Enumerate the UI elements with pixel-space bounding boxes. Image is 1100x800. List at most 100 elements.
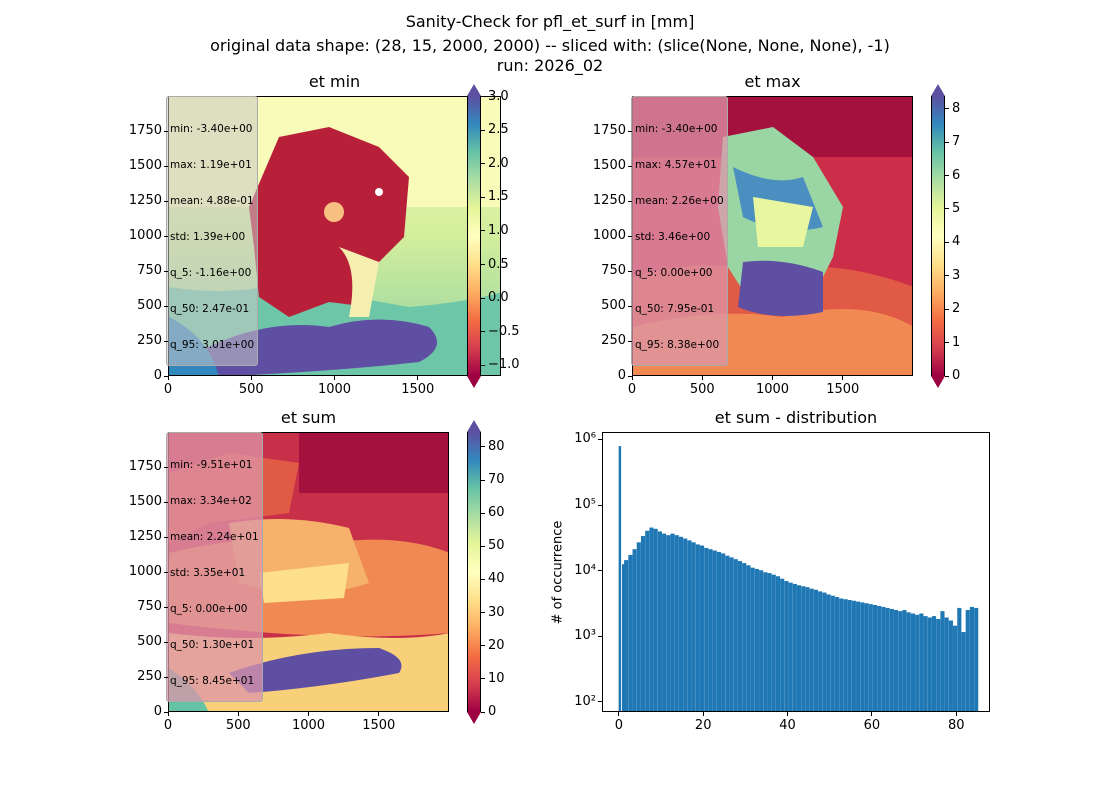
y-tick-label: 250 bbox=[601, 333, 626, 348]
y-tick-label: 750 bbox=[137, 263, 162, 278]
histogram-bar bbox=[813, 589, 819, 711]
stat-line: min: -3.40e+00 bbox=[170, 123, 253, 135]
colorbar-tick-mark bbox=[481, 578, 485, 580]
y-tick-mark bbox=[164, 606, 168, 608]
y-tick-mark bbox=[164, 536, 168, 538]
y-tick-label: 750 bbox=[137, 599, 162, 614]
histogram-bar bbox=[721, 553, 726, 711]
colorbar-tick-mark bbox=[481, 196, 485, 198]
histogram-bar bbox=[843, 599, 848, 711]
colorbar-tick-label: 4 bbox=[952, 234, 961, 250]
histogram-bar bbox=[944, 617, 949, 711]
histogram-bar bbox=[940, 611, 945, 711]
histogram-bar bbox=[839, 598, 844, 711]
histogram-bar bbox=[624, 560, 629, 711]
histogram-bar bbox=[864, 603, 869, 711]
y-tick-mark bbox=[164, 711, 168, 713]
histogram-bar bbox=[877, 605, 882, 711]
x-tick-label: 1500 bbox=[401, 382, 435, 397]
colorbar-tick-label: 0 bbox=[952, 368, 961, 383]
y-tick-mark bbox=[628, 200, 632, 202]
x-tick-label: 0 bbox=[627, 382, 637, 397]
histogram-y-tick-label: 10³ bbox=[574, 628, 596, 644]
histogram-bar bbox=[948, 620, 953, 711]
x-tick-mark bbox=[334, 376, 335, 380]
y-tick-label: 1500 bbox=[128, 158, 162, 173]
x-tick-mark bbox=[631, 376, 633, 380]
histogram-bar bbox=[919, 613, 924, 711]
y-tick-label: 1000 bbox=[128, 564, 162, 579]
histogram-bar bbox=[898, 611, 903, 711]
y-tick-mark bbox=[164, 641, 168, 643]
colorbar-tick-label: −0.5 bbox=[488, 323, 520, 339]
histogram-bar bbox=[645, 530, 650, 711]
histogram-y-tick-label: 10⁶ bbox=[574, 431, 596, 447]
stat-line: q_95: 8.45e+01 bbox=[170, 675, 255, 687]
histogram-y-tick-mark bbox=[598, 438, 602, 440]
histogram-x-tick-mark bbox=[787, 712, 789, 716]
histogram-bar bbox=[974, 607, 979, 711]
y-tick-label: 1250 bbox=[128, 193, 162, 208]
histogram-bar bbox=[678, 536, 684, 711]
histogram-bar bbox=[704, 547, 709, 711]
histogram-bar bbox=[931, 616, 937, 711]
histogram-x-tick-label: 20 bbox=[694, 718, 712, 733]
histogram-bar bbox=[691, 542, 696, 711]
colorbar-tick-mark bbox=[945, 308, 949, 310]
colorbar-tick-mark bbox=[481, 446, 485, 448]
histogram-bar bbox=[894, 610, 899, 711]
histogram-bar bbox=[712, 550, 717, 711]
colorbar-tick-label: 0.5 bbox=[488, 256, 509, 272]
histogram-bar bbox=[834, 597, 840, 711]
colorbar-tick-mark bbox=[945, 275, 949, 277]
histogram-bar bbox=[851, 600, 856, 711]
histogram-bar bbox=[628, 554, 633, 711]
histogram-bar bbox=[780, 578, 785, 711]
histogram-title: et sum - distribution bbox=[714, 408, 878, 427]
x-tick-mark bbox=[237, 712, 239, 716]
stat-line: max: 1.19e+01 bbox=[170, 159, 252, 171]
histogram-bar bbox=[754, 568, 759, 711]
y-tick-mark bbox=[164, 340, 168, 342]
histogram-bar bbox=[923, 616, 928, 711]
y-tick-mark bbox=[164, 305, 168, 307]
histogram-plot bbox=[602, 432, 990, 712]
histogram-bar bbox=[805, 587, 810, 711]
histogram-bar bbox=[792, 583, 797, 711]
histogram-y-tick-mark bbox=[598, 570, 602, 572]
histogram-x-tick-label: 60 bbox=[863, 718, 881, 733]
y-tick-mark bbox=[164, 235, 168, 237]
y-tick-label: 500 bbox=[137, 634, 162, 649]
colorbar-tick-mark bbox=[481, 96, 485, 98]
colorbar-tick-label: −1.0 bbox=[488, 357, 520, 373]
colorbar-extend-bottom bbox=[467, 712, 481, 724]
histogram-bar bbox=[763, 572, 768, 711]
histogram-bar bbox=[775, 576, 781, 711]
stat-line: mean: 4.88e-01 bbox=[170, 195, 254, 207]
colorbar-tick-mark bbox=[945, 342, 949, 344]
colorbar-tick-label: 1.0 bbox=[488, 222, 509, 238]
stat-line: q_50: 2.47e-01 bbox=[170, 303, 250, 315]
histogram-y-tick-mark bbox=[598, 701, 602, 703]
colorbar-tick-mark bbox=[481, 512, 485, 514]
histogram-bar bbox=[818, 591, 823, 711]
y-tick-label: 1750 bbox=[128, 123, 162, 138]
stat-line: std: 3.35e+01 bbox=[170, 567, 246, 579]
x-tick-mark bbox=[167, 712, 169, 716]
stat-line: q_5: -1.16e+00 bbox=[170, 267, 252, 279]
stat-line: q_50: 1.30e+01 bbox=[170, 639, 255, 651]
y-tick-label: 250 bbox=[137, 669, 162, 684]
histogram-bar bbox=[708, 549, 713, 711]
y-tick-mark bbox=[628, 165, 632, 167]
colorbar-tick-label: 2.5 bbox=[488, 122, 509, 138]
colorbar-tick-mark bbox=[481, 545, 485, 547]
histogram-bar bbox=[759, 570, 764, 711]
histogram-bars bbox=[618, 446, 979, 711]
histogram-x-tick-label: 40 bbox=[779, 718, 796, 733]
histogram-bar bbox=[801, 586, 806, 711]
colorbar-tick-mark bbox=[481, 264, 485, 266]
x-tick-mark bbox=[772, 376, 773, 380]
histogram-bar bbox=[961, 632, 966, 711]
colorbar-tick-mark bbox=[945, 175, 949, 177]
stat-line: std: 3.46e+00 bbox=[635, 231, 711, 243]
